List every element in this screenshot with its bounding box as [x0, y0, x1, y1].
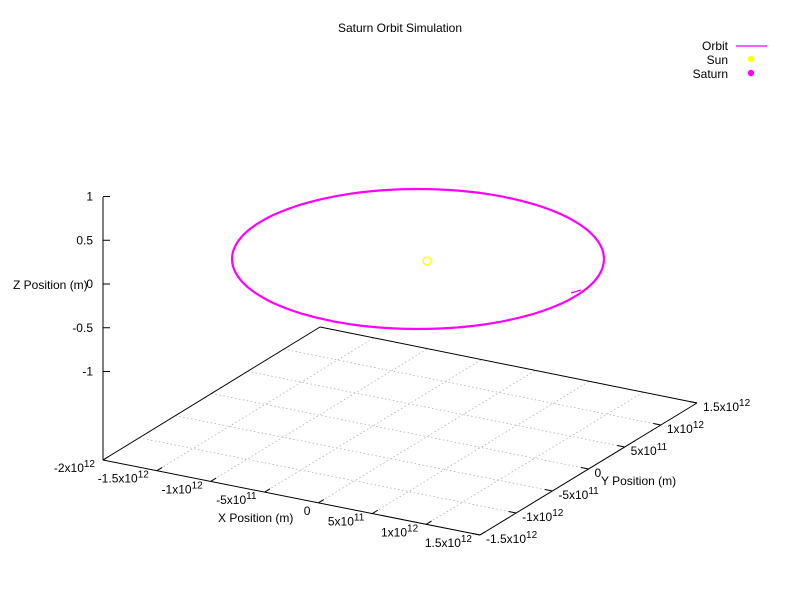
x-tick-label: 5x1011 [328, 513, 365, 529]
x-tick-mark [156, 466, 163, 472]
x-tick-label: 1.5x1012 [425, 534, 473, 550]
x-tick-mark [210, 477, 217, 482]
legend-swatch-saturn [747, 69, 755, 77]
legend: Orbit Sun Saturn [693, 39, 767, 81]
grid-line-y [175, 415, 553, 492]
grid-line-y [247, 370, 625, 448]
legend-label-orbit: Orbit [702, 39, 729, 53]
x-tick-labels: -2x1012-1.5x1012 -1x1012 -5x1011 0 5x1011 1x1… [54, 456, 486, 550]
z-axis: 1 0.5 0 -0.5 -1 [72, 190, 110, 460]
x-axis-line [102, 459, 481, 536]
legend-swatch-sun [747, 55, 755, 63]
x-tick-label: 0 [304, 504, 311, 518]
grid-line-y [211, 393, 589, 470]
saturn-marker [570, 289, 582, 294]
grid-line-x [372, 380, 590, 514]
grid-line-x [156, 337, 375, 472]
y-tick-mark [472, 533, 481, 536]
x-tick-mark [372, 509, 378, 514]
legend-label-sun: Sun [707, 53, 728, 67]
grid-line-x [425, 391, 644, 525]
legend-label-saturn: Saturn [693, 67, 728, 81]
z-tick-label: 1 [86, 190, 93, 204]
z-tick-label: -1 [82, 365, 93, 379]
y-tick-label: -1x1012 [522, 508, 564, 524]
y-tick-mark [508, 511, 517, 514]
y-tick-label: -5x1011 [558, 486, 599, 502]
y-tick-label: -1.5x1012 [486, 530, 538, 546]
x-tick-label: -1.5x1012 [98, 470, 150, 486]
sun-marker [422, 256, 432, 266]
z-tick-label: -0.5 [72, 321, 93, 335]
x-tick-label: -1x1012 [162, 480, 204, 496]
x-tick-mark [318, 499, 325, 504]
y-tick-mark [617, 445, 625, 448]
x-tick-mark [479, 531, 486, 536]
grid-line-y [283, 348, 661, 426]
x-tick-label: -5x1011 [216, 491, 257, 507]
y-tick-label: 5x1011 [631, 442, 668, 458]
x-axis-label: X Position (m) [218, 511, 293, 525]
y-axis-label: Y Position (m) [601, 474, 676, 488]
x-tick-mark [425, 520, 432, 525]
x-tick-mark [264, 488, 271, 493]
x-tick-label: 1x1012 [381, 523, 419, 539]
y-tick-label: 1x1012 [667, 420, 705, 436]
grid-line-x [210, 348, 428, 482]
grid-line-x [318, 370, 536, 504]
grid-line-y [139, 437, 517, 514]
y-tick-label: 1.5x1012 [703, 398, 751, 414]
x-tick-label: -2x1012 [54, 459, 96, 475]
z-axis-label: Z Position (m) [13, 278, 88, 292]
x-tick-mark [102, 456, 109, 461]
y-tick-labels: -1.5x1012 -1x1012 -5x1011 0 5x1011 1x1012 1.5x… [472, 398, 751, 546]
chart-title: Saturn Orbit Simulation [338, 21, 462, 35]
y-tick-label: 0 [595, 466, 602, 480]
y-tick-mark [544, 489, 553, 492]
z-tick-label: 0 [86, 277, 93, 291]
y-tick-mark [580, 467, 589, 470]
base-grid [139, 337, 661, 525]
back-right-edge [319, 326, 698, 404]
back-left-edge [102, 326, 321, 461]
z-tick-label: 0.5 [76, 233, 93, 247]
orbit-line [230, 187, 606, 331]
y-tick-mark [653, 423, 661, 426]
y-tick-mark [689, 401, 698, 404]
